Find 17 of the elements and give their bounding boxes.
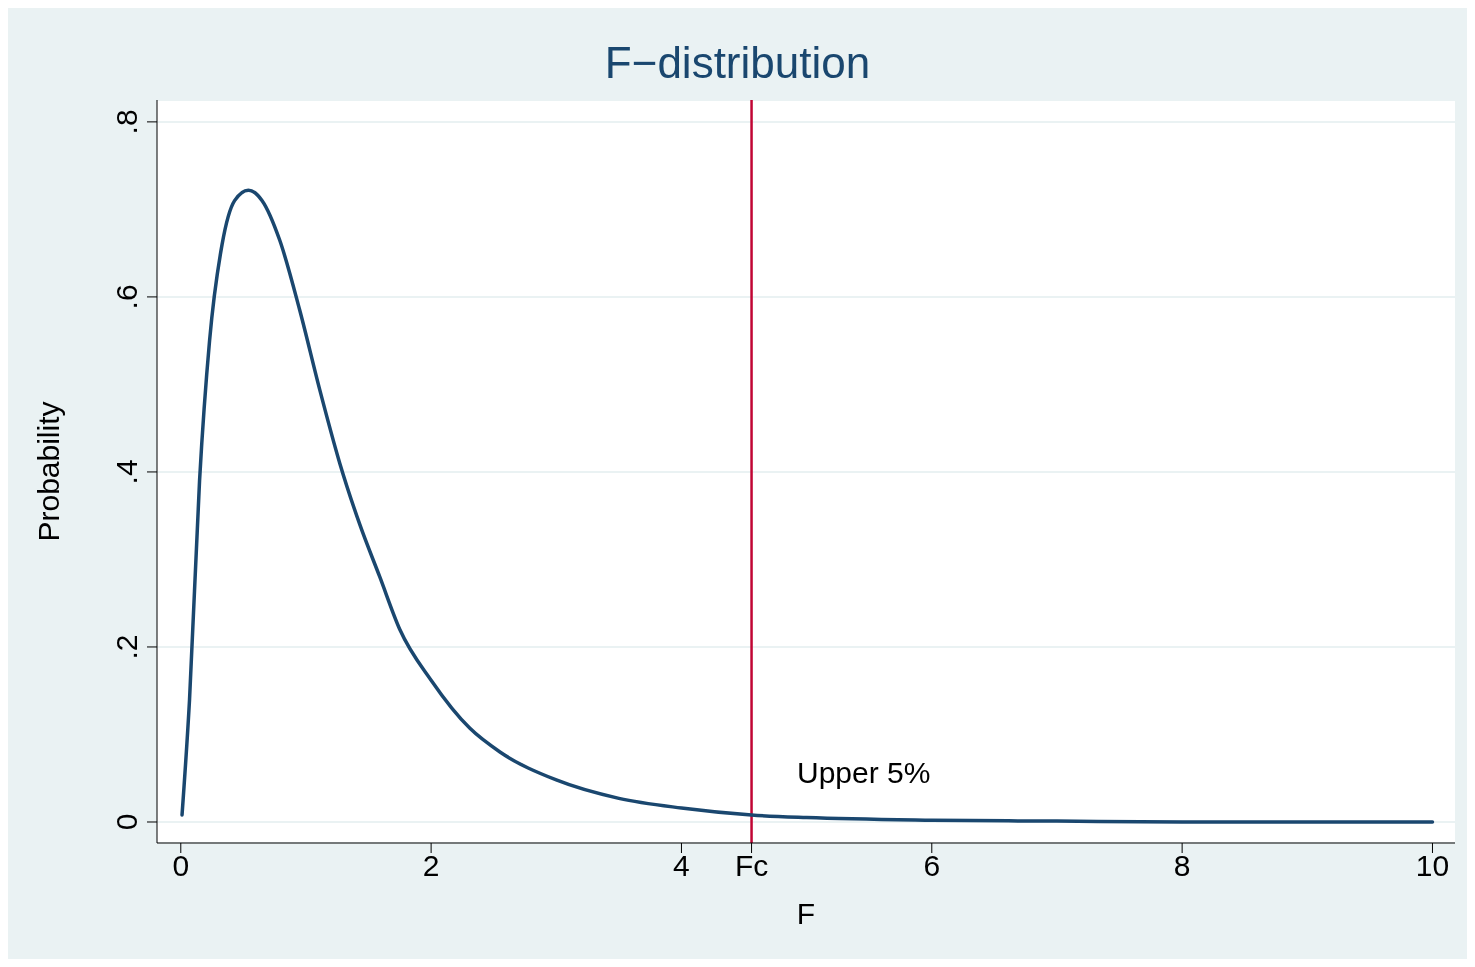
x-tick-label: 0 [172, 849, 190, 883]
y-tick-label: .8 [110, 109, 143, 135]
annotation: Upper 5% [797, 756, 931, 790]
x-tick-label: 4 [673, 849, 690, 883]
y-tick-label: .2 [110, 634, 143, 660]
x-tick-label: 6 [923, 849, 941, 883]
y-tick-label: .6 [110, 284, 143, 310]
x-tick-label: 2 [422, 849, 440, 883]
chart-title: F−distribution [603, 38, 872, 88]
x-tick-label: 10 [1415, 849, 1450, 883]
y-tick-label: 0 [110, 813, 143, 831]
x-tick-label: 8 [1173, 849, 1191, 883]
y-tick-label: .4 [110, 459, 143, 485]
x-tick-label: Fc [734, 849, 769, 883]
y-axis-title: Probability [31, 401, 65, 542]
line-series [180, 188, 1435, 824]
x-axis-title: F [796, 897, 816, 931]
